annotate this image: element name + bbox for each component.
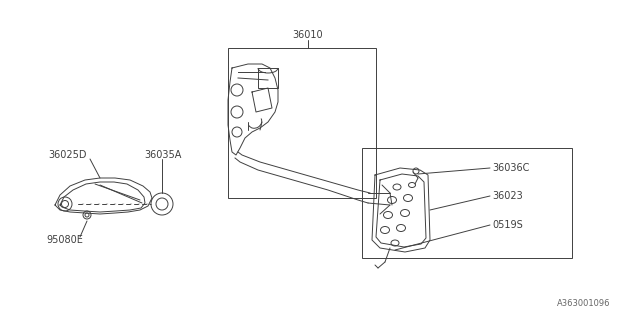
- Text: A363001096: A363001096: [557, 299, 610, 308]
- Text: 36036C: 36036C: [492, 163, 529, 173]
- Bar: [362, 148, 572, 258]
- Bar: [228, 48, 376, 198]
- Text: 95080E: 95080E: [47, 235, 83, 245]
- Text: 36010: 36010: [292, 30, 323, 40]
- Text: 36035A: 36035A: [144, 150, 182, 160]
- Text: 36023: 36023: [492, 191, 523, 201]
- Text: 0519S: 0519S: [492, 220, 523, 230]
- Text: 36025D: 36025D: [49, 150, 87, 160]
